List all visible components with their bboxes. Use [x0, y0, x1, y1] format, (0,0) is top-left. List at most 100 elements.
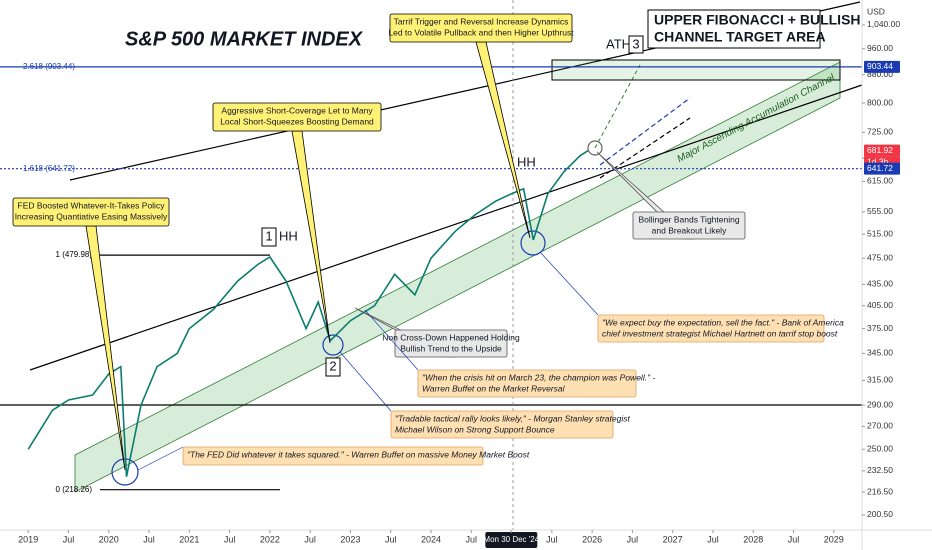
callout-pointer	[539, 251, 599, 316]
callout-text: Local Short-Squeezes Boosting Demand	[220, 116, 374, 126]
y-tick-label: 800.00	[867, 97, 893, 107]
y-tick-label: 615.00	[867, 176, 893, 186]
x-tick-label: Jul	[63, 534, 75, 544]
y-tick-label: 232.50	[867, 465, 893, 475]
y-tick-label: 1,040.00	[867, 19, 900, 29]
fib-label: 1.618 (641.72)	[23, 164, 75, 173]
callout-text: and Breakout Likely	[652, 225, 727, 235]
x-tick-label: 2029	[824, 534, 844, 544]
x-tick-label: Jul	[466, 534, 478, 544]
x-tick-label: Jul	[546, 534, 558, 544]
time-axis	[0, 530, 932, 550]
price-badge	[864, 144, 900, 157]
y-tick-label: 250.00	[867, 444, 893, 454]
y-tick-label: 216.50	[867, 486, 893, 496]
y-tick-label: 315.00	[867, 375, 893, 385]
callout-text: Non Cross-Down Happened Holding	[382, 332, 520, 342]
x-tick-label: Jul	[224, 534, 236, 544]
lower-channel-line	[29, 84, 863, 371]
x-tick-label: 2020	[99, 534, 119, 544]
wave-label: 2	[329, 358, 336, 373]
callout-text: Michael Wilson on Strong Support Bounce	[395, 424, 555, 434]
fib-label: 2.618 (903.44)	[23, 62, 75, 71]
countdown: 1d 3h	[867, 156, 889, 166]
callout-text: Tarrif Trigger and Reversal Increase Dyn…	[394, 16, 569, 26]
callout-pointer	[364, 309, 419, 371]
price-badge-label: 903.44	[867, 61, 893, 71]
wave-box	[261, 227, 277, 247]
ath-label: ATH	[606, 36, 631, 51]
price-badge-label: 681.92	[867, 145, 893, 155]
callout-text: Bullish Trend to the Upside	[400, 343, 502, 353]
price-badge	[864, 60, 900, 73]
y-tick-label: 270.00	[867, 421, 893, 431]
callout-box	[632, 211, 746, 240]
callout-box	[212, 102, 382, 132]
price-badge	[864, 162, 900, 175]
x-tick-label: Jul	[385, 534, 397, 544]
x-tick-label: Jul	[788, 534, 800, 544]
y-tick-label: 405.00	[867, 300, 893, 310]
y-tick-label: 200.50	[867, 509, 893, 519]
y-tick-label: 345.00	[867, 348, 893, 358]
callout-box	[182, 446, 484, 466]
callout-text: "When the crisis hit on March 23, the ch…	[422, 372, 655, 382]
callout-text: "We expect buy the expectation, sell the…	[602, 317, 844, 327]
x-tick-label: Jul	[707, 534, 719, 544]
callout-box	[389, 13, 573, 43]
pivot-circle	[322, 334, 344, 356]
callout-pointer	[339, 351, 392, 412]
callout-box	[390, 410, 614, 439]
currency: USD	[867, 6, 885, 16]
callout-text: Led to Volatile Pullback and then Higher…	[388, 27, 574, 37]
x-tick-label: Jul	[143, 534, 155, 544]
pivot-circle	[587, 140, 603, 156]
drawings	[0, 0, 863, 530]
hh-label: HH	[517, 154, 536, 169]
y-tick-label: 880.00	[867, 69, 893, 79]
callout-text: chief investment strategist Michael Hart…	[602, 328, 838, 338]
callout-box	[417, 369, 637, 398]
countdown-badge	[864, 156, 900, 168]
callout-box	[597, 314, 825, 343]
callout-text: Increasing Quantiative Easing Massively	[15, 211, 168, 221]
y-tick-label: 290.00	[867, 399, 893, 409]
chart-title: S&P 500 MARKET INDEX	[125, 28, 364, 50]
callout-text: Aggressive Short-Coverage Let to Many	[221, 105, 373, 115]
x-tick-label: 2026	[582, 534, 602, 544]
heading-box	[647, 9, 821, 49]
wave-label: 3	[632, 36, 639, 51]
projection	[599, 97, 691, 166]
accumulation-channel	[74, 61, 841, 493]
x-tick-label: 2019	[18, 534, 38, 544]
y-tick-label: 515.00	[867, 228, 893, 238]
callout-text: "The FED Did whatever it takes squared."…	[187, 449, 530, 459]
x-tick-label: 2028	[743, 534, 763, 544]
price-badge-label: 641.72	[867, 163, 893, 173]
x-tick-label: 2027	[663, 534, 683, 544]
x-tick-label: Mon 30 Dec '24	[483, 535, 539, 544]
y-tick-label: 725.00	[867, 127, 893, 137]
target-area	[551, 59, 841, 81]
x-tick-label: Jul	[627, 534, 639, 544]
y-tick-label: 555.00	[867, 206, 893, 216]
y-tick-label: 475.00	[867, 252, 893, 262]
callout-text: Bollinger Bands Tightening	[638, 214, 739, 224]
x-tick-label: 2021	[179, 534, 199, 544]
y-tick-label: 960.00	[867, 43, 893, 53]
target-heading: UPPER FIBONACCI + BULLISH	[654, 12, 861, 28]
callout-box	[12, 197, 170, 227]
y-tick-label: 375.00	[867, 323, 893, 333]
target-heading: CHANNEL TARGET AREA	[654, 29, 826, 45]
x-tick-label: 2024	[421, 534, 441, 544]
callout-text: Warren Buffet on the Market Reversal	[422, 383, 566, 393]
crosshair-label-bg	[485, 532, 538, 548]
x-tick-label: Jul	[304, 534, 316, 544]
wave-box	[325, 357, 341, 377]
x-tick-label: 2023	[340, 534, 360, 544]
wave-box	[628, 35, 644, 54]
pivot-circle	[520, 230, 546, 256]
fib-label: 0 (218.26)	[56, 485, 93, 494]
price-axis	[862, 0, 932, 550]
x-tick-label: 2022	[260, 534, 280, 544]
